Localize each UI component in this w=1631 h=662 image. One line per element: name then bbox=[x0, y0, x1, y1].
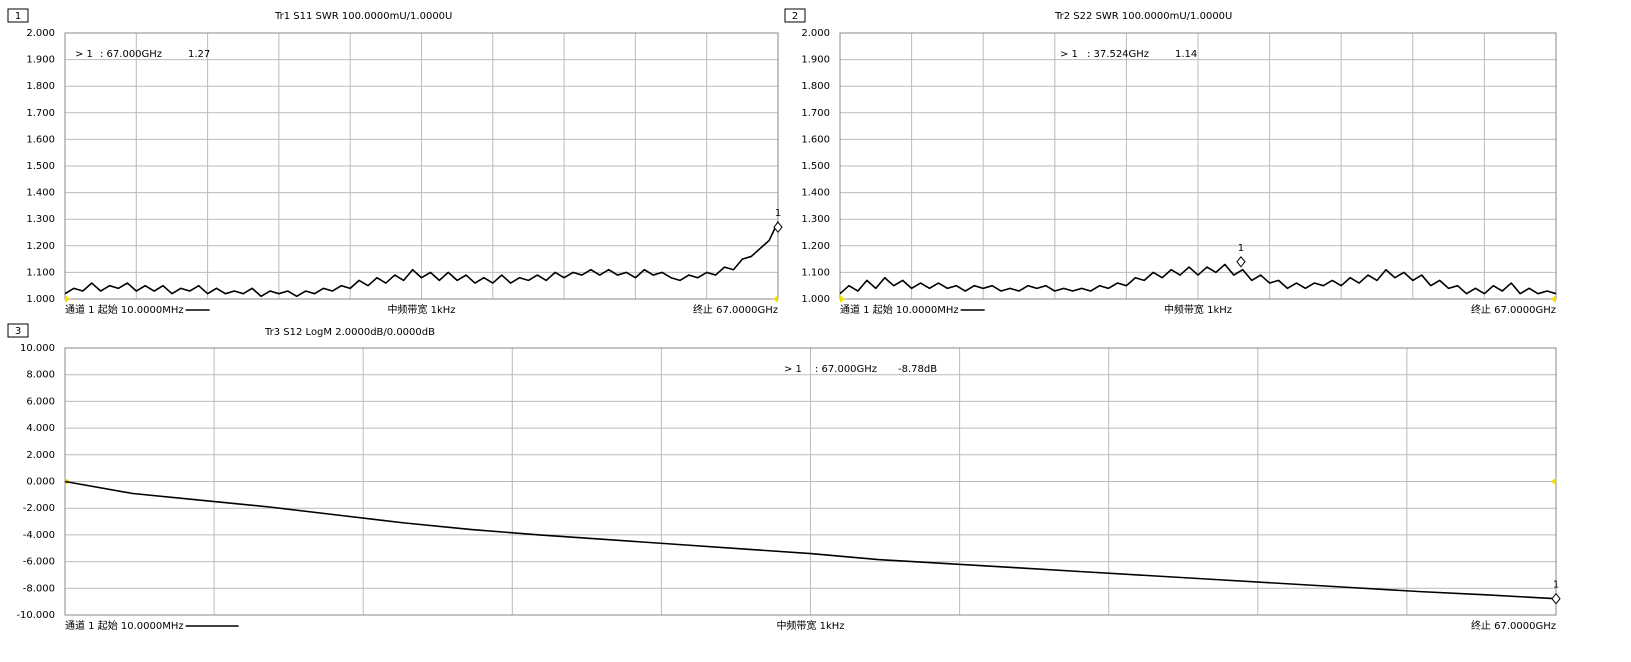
marker-x-readout: : 67.000GHz bbox=[815, 364, 877, 375]
stop-label: 终止 67.0000GHz bbox=[1471, 303, 1556, 316]
trace bbox=[64, 480, 1557, 600]
y-tick-label: 1.300 bbox=[801, 214, 830, 225]
panel-number-box bbox=[7, 8, 29, 23]
stop-label: 终止 67.0000GHz bbox=[1471, 619, 1556, 632]
trace bbox=[64, 221, 779, 298]
trace-title: Tr3 S12 LogM 2.0000dB/0.0000dB bbox=[264, 327, 435, 338]
y-tick-label: 1.900 bbox=[26, 55, 55, 66]
marker-label: 1 bbox=[1238, 243, 1244, 254]
marker-readout: > 1 bbox=[75, 49, 93, 60]
marker-label: 1 bbox=[1553, 580, 1559, 591]
y-tick-label: -10.000 bbox=[16, 610, 55, 621]
start-label: 通道 1 起始 10.0000MHz bbox=[840, 303, 959, 316]
y-tick-label: 1.600 bbox=[26, 134, 55, 145]
y-tick-label: 1.100 bbox=[26, 267, 55, 278]
y-tick-label: 2.000 bbox=[801, 28, 830, 39]
y-tick-label: 1.100 bbox=[801, 267, 830, 278]
panel-number-box bbox=[7, 323, 29, 338]
trace bbox=[839, 263, 1557, 295]
panel-number: 2 bbox=[792, 11, 798, 22]
plot-border bbox=[839, 32, 1557, 300]
reference-marker bbox=[65, 295, 70, 303]
y-tick-label: 1.600 bbox=[801, 134, 830, 145]
y-tick-label: 4.000 bbox=[26, 423, 55, 434]
trace-title: Tr1 S11 SWR 100.0000mU/1.0000U bbox=[274, 11, 452, 22]
marker-diamond bbox=[773, 221, 783, 233]
reference-marker bbox=[1551, 295, 1556, 303]
y-tick-label: 1.000 bbox=[801, 294, 830, 305]
y-tick-label: 1.000 bbox=[26, 294, 55, 305]
marker-value-readout: -8.78dB bbox=[898, 364, 937, 375]
y-tick-label: 1.200 bbox=[26, 241, 55, 252]
marker-x-readout: : 67.000GHz bbox=[100, 49, 162, 60]
reference-marker bbox=[840, 295, 845, 303]
plot-border bbox=[64, 32, 779, 300]
panel-number: 1 bbox=[15, 11, 21, 22]
center-label: 中频带宽 1kHz bbox=[387, 303, 455, 316]
y-tick-label: 1.400 bbox=[26, 188, 55, 199]
y-tick-label: 6.000 bbox=[26, 396, 55, 407]
y-tick-label: -6.000 bbox=[23, 557, 55, 568]
y-tick-label: 1.500 bbox=[801, 161, 830, 172]
y-tick-label: 1.300 bbox=[26, 214, 55, 225]
reference-marker bbox=[1551, 477, 1556, 486]
y-tick-label: 0.000 bbox=[26, 477, 55, 488]
marker-label: 1 bbox=[775, 208, 781, 219]
y-tick-label: -4.000 bbox=[23, 530, 55, 541]
y-tick-label: 1.900 bbox=[801, 55, 830, 66]
stop-label: 终止 67.0000GHz bbox=[693, 303, 778, 316]
y-tick-label: 1.700 bbox=[26, 108, 55, 119]
y-tick-label: 1.700 bbox=[801, 108, 830, 119]
start-label: 通道 1 起始 10.0000MHz bbox=[65, 303, 184, 316]
marker-value-readout: 1.27 bbox=[188, 49, 210, 60]
marker-readout: > 1 bbox=[784, 364, 802, 375]
y-tick-label: 10.000 bbox=[20, 343, 55, 354]
y-tick-label: -2.000 bbox=[23, 503, 55, 514]
marker-diamond bbox=[1551, 592, 1561, 605]
y-tick-label: 1.500 bbox=[26, 161, 55, 172]
y-tick-label: 2.000 bbox=[26, 28, 55, 39]
y-tick-label: 1.200 bbox=[801, 241, 830, 252]
panel-number: 3 bbox=[15, 326, 21, 337]
marker-readout: > 1 bbox=[1060, 49, 1078, 60]
y-tick-label: 8.000 bbox=[26, 370, 55, 381]
y-tick-label: 1.400 bbox=[801, 188, 830, 199]
marker-x-readout: : 37.524GHz bbox=[1087, 49, 1149, 60]
reference-marker bbox=[773, 295, 778, 303]
start-label: 通道 1 起始 10.0000MHz bbox=[65, 619, 184, 632]
panel-number-box bbox=[784, 8, 806, 23]
center-label: 中频带宽 1kHz bbox=[1164, 303, 1232, 316]
y-tick-label: 2.000 bbox=[26, 450, 55, 461]
center-label: 中频带宽 1kHz bbox=[776, 619, 844, 632]
marker-value-readout: 1.14 bbox=[1175, 49, 1197, 60]
y-tick-label: 1.800 bbox=[801, 81, 830, 92]
y-tick-label: 1.800 bbox=[26, 81, 55, 92]
marker-diamond bbox=[1236, 255, 1246, 268]
trace-title: Tr2 S22 SWR 100.0000mU/1.0000U bbox=[1054, 11, 1232, 22]
y-tick-label: -8.000 bbox=[23, 583, 55, 594]
